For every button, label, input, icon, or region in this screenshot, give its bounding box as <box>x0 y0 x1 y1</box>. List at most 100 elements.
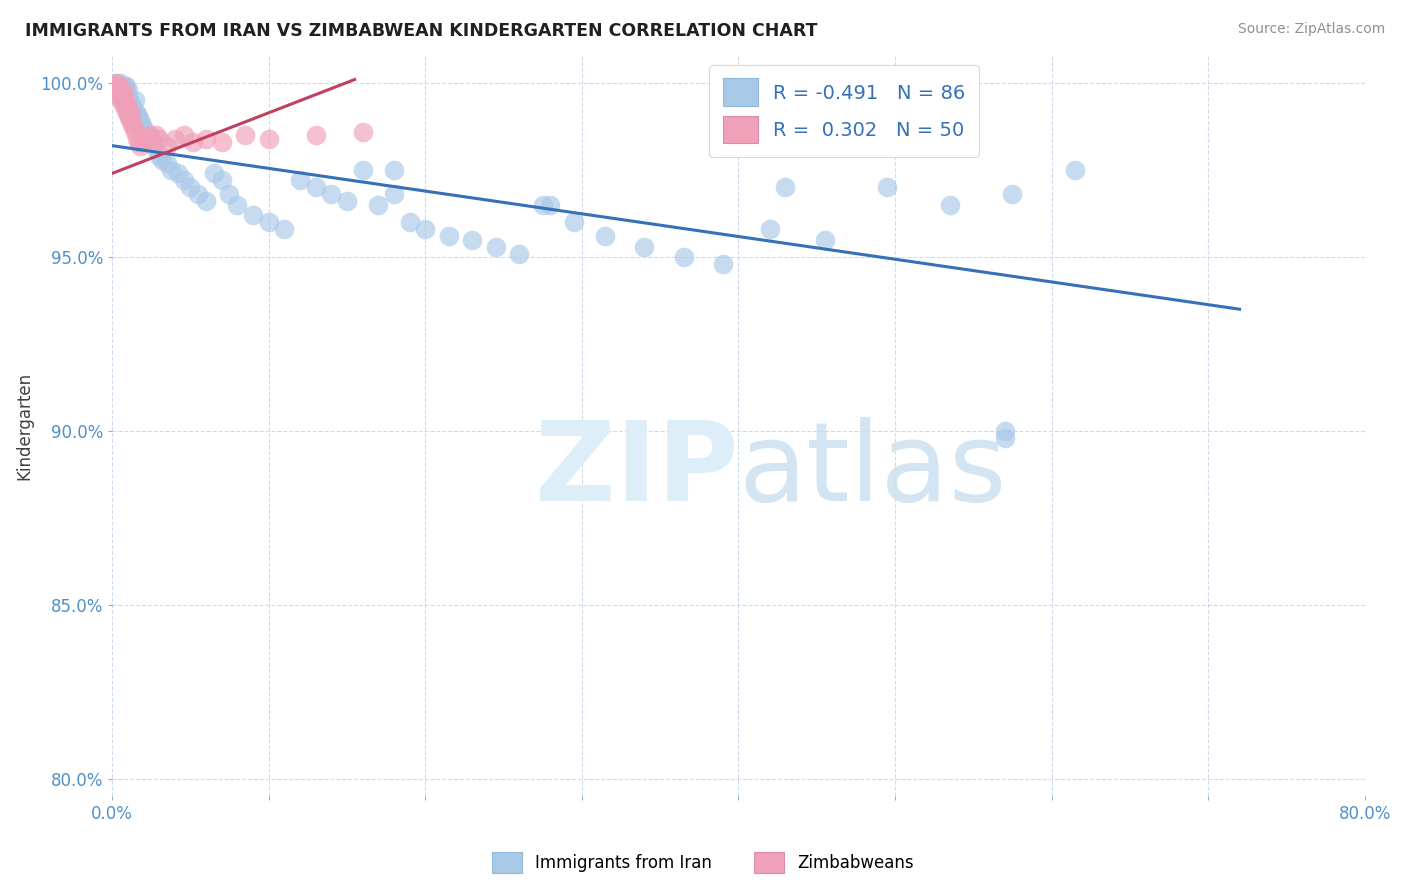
Point <box>711 257 734 271</box>
Point <box>105 79 128 94</box>
Point <box>107 79 129 94</box>
Point <box>108 83 131 97</box>
Point <box>110 87 132 101</box>
Point <box>120 114 142 128</box>
Point <box>108 90 131 104</box>
Point <box>131 131 153 145</box>
Point <box>257 131 280 145</box>
Point <box>273 222 295 236</box>
Point <box>104 79 127 94</box>
Point <box>194 194 217 209</box>
Point <box>138 131 160 145</box>
Point <box>110 87 132 101</box>
Point <box>145 142 167 156</box>
Point <box>114 79 136 94</box>
Point <box>114 87 136 101</box>
Point <box>148 149 170 163</box>
Point <box>104 76 127 90</box>
Point <box>148 131 170 145</box>
Point <box>367 198 389 212</box>
Point <box>398 215 420 229</box>
Point <box>288 173 311 187</box>
Text: ZIP: ZIP <box>536 417 738 524</box>
Point <box>129 138 152 153</box>
Point <box>135 125 157 139</box>
Point <box>939 198 962 212</box>
Point <box>120 96 142 111</box>
Point <box>194 131 217 145</box>
Point <box>117 100 139 114</box>
Point <box>758 222 780 236</box>
Point <box>508 246 530 260</box>
Point <box>118 103 141 118</box>
Point <box>115 87 138 101</box>
Point <box>122 114 145 128</box>
Point <box>115 96 138 111</box>
Point <box>125 107 148 121</box>
Point <box>485 239 508 253</box>
Point <box>142 135 165 149</box>
Legend: Immigrants from Iran, Zimbabweans: Immigrants from Iran, Zimbabweans <box>485 846 921 880</box>
Point <box>876 180 898 194</box>
Point <box>138 128 160 143</box>
Point <box>160 163 183 178</box>
Point <box>437 229 460 244</box>
Point <box>105 79 128 94</box>
Point <box>226 198 249 212</box>
Point <box>110 79 132 94</box>
Point <box>121 118 143 132</box>
Y-axis label: Kindergarten: Kindergarten <box>15 372 32 480</box>
Point <box>562 215 585 229</box>
Point <box>218 187 240 202</box>
Point <box>108 76 131 90</box>
Point <box>105 83 128 97</box>
Point <box>117 90 139 104</box>
Point <box>242 208 264 222</box>
Point <box>166 166 188 180</box>
Point <box>132 121 155 136</box>
Point <box>111 90 134 104</box>
Point <box>128 111 150 125</box>
Point <box>120 107 142 121</box>
Point <box>183 135 205 149</box>
Point <box>352 163 374 178</box>
Point <box>122 121 145 136</box>
Point <box>111 79 134 94</box>
Point <box>150 153 173 167</box>
Point <box>994 424 1017 438</box>
Point <box>114 100 136 114</box>
Point <box>120 107 142 121</box>
Point <box>107 79 129 94</box>
Point <box>257 215 280 229</box>
Point <box>105 76 128 90</box>
Point <box>994 431 1017 445</box>
Point <box>107 87 129 101</box>
Point <box>124 125 146 139</box>
Point <box>111 83 134 97</box>
Point <box>156 156 179 170</box>
Point <box>321 187 343 202</box>
Point <box>202 166 225 180</box>
Point <box>111 83 134 97</box>
Point <box>121 100 143 114</box>
Point <box>211 135 233 149</box>
Point <box>108 87 131 101</box>
Point <box>124 94 146 108</box>
Point <box>1001 187 1024 202</box>
Point <box>114 94 136 108</box>
Point <box>540 198 562 212</box>
Point <box>110 94 132 108</box>
Point <box>104 83 127 97</box>
Point <box>304 180 326 194</box>
Point <box>179 180 201 194</box>
Legend: R = -0.491   N = 86, R =  0.302   N = 50: R = -0.491 N = 86, R = 0.302 N = 50 <box>709 65 979 157</box>
Point <box>173 128 195 143</box>
Point <box>115 103 138 118</box>
Point <box>108 87 131 101</box>
Point <box>117 107 139 121</box>
Point <box>1064 163 1087 178</box>
Point <box>382 187 405 202</box>
Point <box>105 87 128 101</box>
Point <box>124 103 146 118</box>
Point <box>233 128 256 143</box>
